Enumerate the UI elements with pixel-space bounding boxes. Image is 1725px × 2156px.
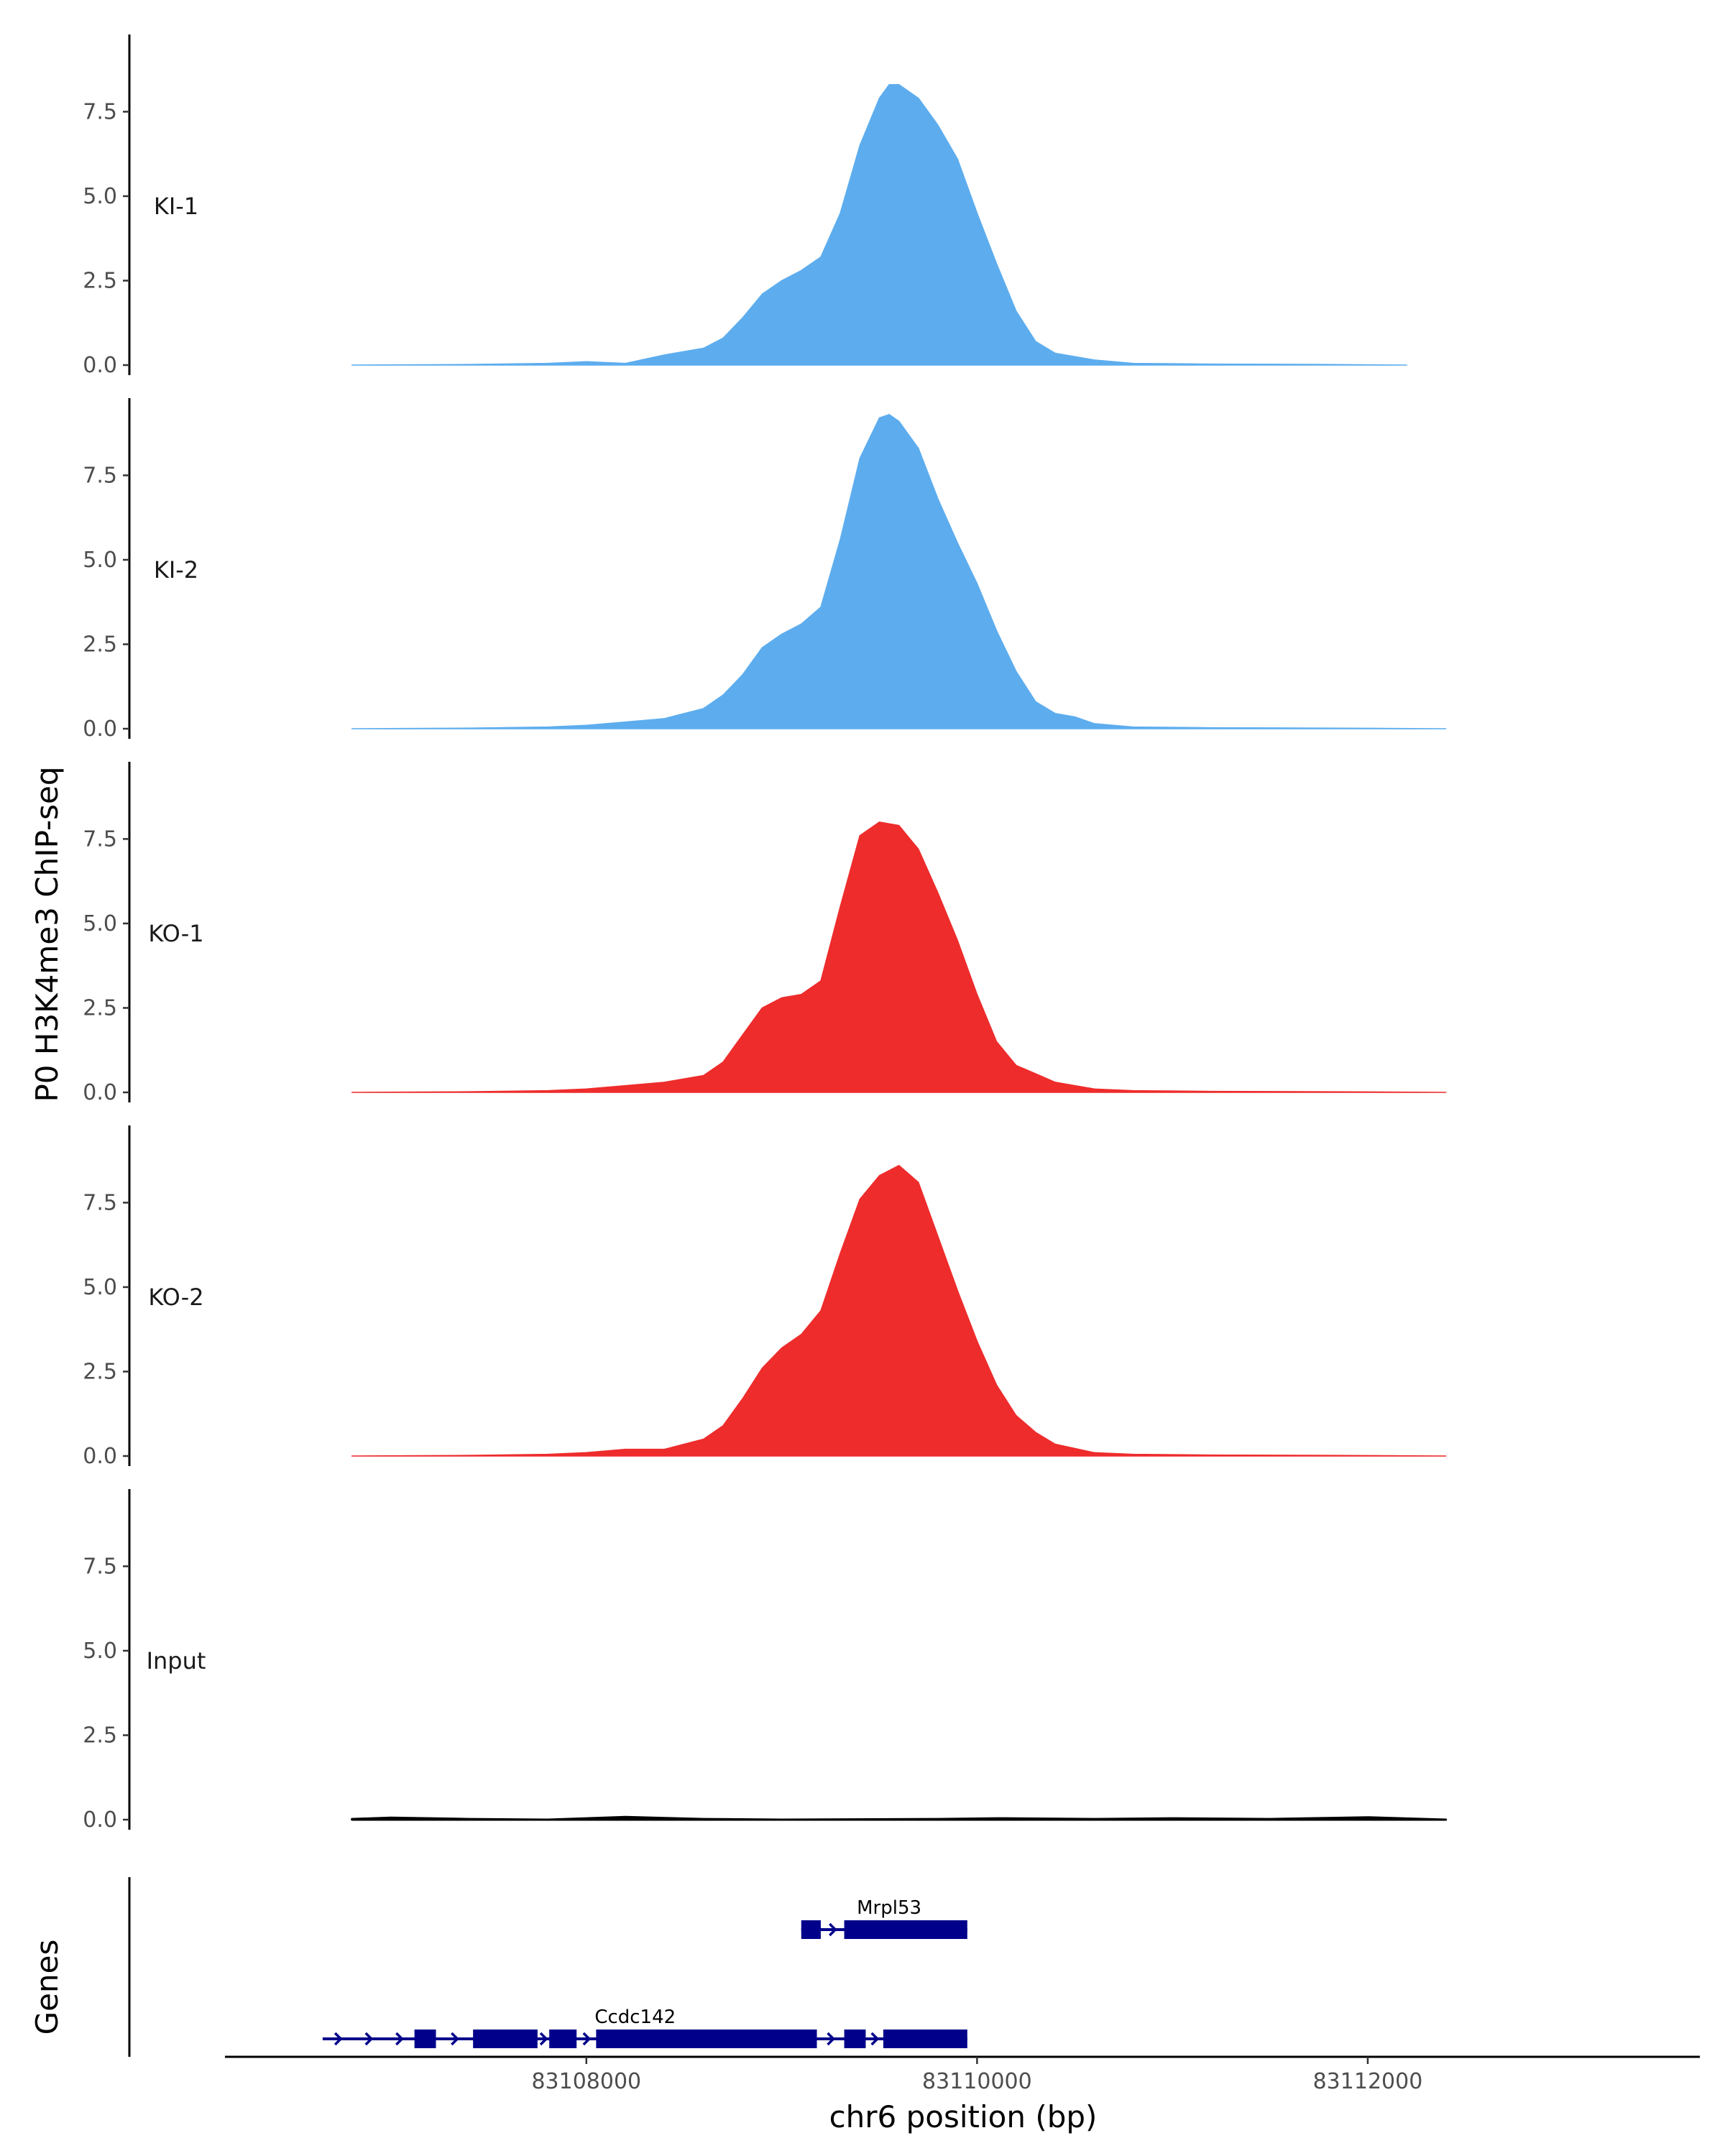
gene-exon <box>844 2030 866 2048</box>
y-tick-label: 5.0 <box>83 184 117 209</box>
track-ki-1: 0.0 2.5 5.0 7.5 KI-1 <box>83 34 1408 378</box>
gene-exon <box>844 1920 967 1939</box>
strand-arrow <box>829 1922 837 1937</box>
strand-arrow <box>870 2032 880 2046</box>
strand-arrow <box>395 2032 404 2046</box>
y-tick-label: 0.0 <box>83 1807 117 1833</box>
genes-layer: Genes Mrpl53 Ccdc142 <box>29 1877 967 2057</box>
y-tick-label: 2.5 <box>83 632 117 657</box>
gene-exon <box>473 2030 538 2048</box>
gene-exon <box>883 2030 967 2048</box>
gene-exon <box>596 2030 817 2048</box>
coverage-area <box>351 821 1447 1093</box>
coverage-area <box>351 1815 1448 1821</box>
strand-arrow <box>582 2032 592 2046</box>
y-tick-label: 5.0 <box>83 1639 117 1664</box>
x-axis-title: chr6 position (bp) <box>829 2099 1098 2134</box>
y-tick-label: 0.0 <box>83 717 117 742</box>
track-ko-2: 0.0 2.5 5.0 7.5 KO-2 <box>83 1125 1447 1469</box>
y-tick-label: 5.0 <box>83 911 117 936</box>
y-tick-label: 7.5 <box>83 826 117 852</box>
y-tick-label: 5.0 <box>83 548 117 573</box>
y-tick-label: 0.0 <box>83 1444 117 1469</box>
track-label: KI-1 <box>154 193 198 220</box>
track-ki-2: 0.0 2.5 5.0 7.5 KI-2 <box>83 398 1447 742</box>
coverage-area <box>351 1164 1447 1457</box>
x-tick-label: 83112000 <box>1313 2069 1423 2094</box>
strand-arrow <box>539 2032 548 2046</box>
track-label: KO-1 <box>148 920 203 947</box>
gene-exon <box>801 1920 821 1939</box>
y-tick-label: 2.5 <box>83 268 117 293</box>
gene-label: Mrpl53 <box>857 1897 921 1919</box>
strand-arrow <box>827 2032 836 2046</box>
y-tick-label: 2.5 <box>83 995 117 1021</box>
y-tick-label: 2.5 <box>83 1723 117 1748</box>
track-label: KO-2 <box>148 1284 203 1311</box>
gene-label: Ccdc142 <box>594 2007 676 2028</box>
strand-arrow <box>451 2032 459 2046</box>
coverage-area <box>351 414 1447 729</box>
y-tick-label: 7.5 <box>83 1554 117 1579</box>
y-tick-label: 0.0 <box>83 353 117 378</box>
strand-arrow <box>364 2032 374 2046</box>
y-tick-label: 2.5 <box>83 1359 117 1384</box>
strand-arrow <box>334 2032 343 2046</box>
tracks-layer: 0.0 2.5 5.0 7.5 KI-1 0.0 2.5 5.0 7.5 KI-2 0.0 2.5 5.… <box>83 34 1448 1833</box>
y-tick-label: 5.0 <box>83 1275 117 1300</box>
y-tick-label: 7.5 <box>83 1190 117 1215</box>
track-ko-1: 0.0 2.5 5.0 7.5 KO-1 <box>83 762 1447 1105</box>
y-tick-label: 0.0 <box>83 1080 117 1105</box>
genes-track-title: Genes <box>29 1940 65 2035</box>
gene-mrpl53: Mrpl53 <box>801 1897 967 1939</box>
y-tick-label: 7.5 <box>83 463 117 488</box>
y-axis-title: P0 H3K4me3 ChIP-seq <box>29 766 65 1102</box>
x-tick-label: 83108000 <box>531 2069 641 2094</box>
track-label: KI-2 <box>154 556 198 584</box>
y-tick-label: 7.5 <box>83 99 117 124</box>
track-label: Input <box>147 1647 206 1674</box>
gene-ccdc142: Ccdc142 <box>322 2007 967 2048</box>
gene-exon <box>414 2030 436 2048</box>
track-input: 0.0 2.5 5.0 7.5 Input <box>83 1489 1448 1833</box>
x-axis: 83108000 83110000 83112000 <box>225 2055 1700 2094</box>
x-tick-label: 83110000 <box>922 2069 1032 2094</box>
coverage-area <box>351 84 1408 366</box>
gene-exon <box>549 2030 577 2048</box>
